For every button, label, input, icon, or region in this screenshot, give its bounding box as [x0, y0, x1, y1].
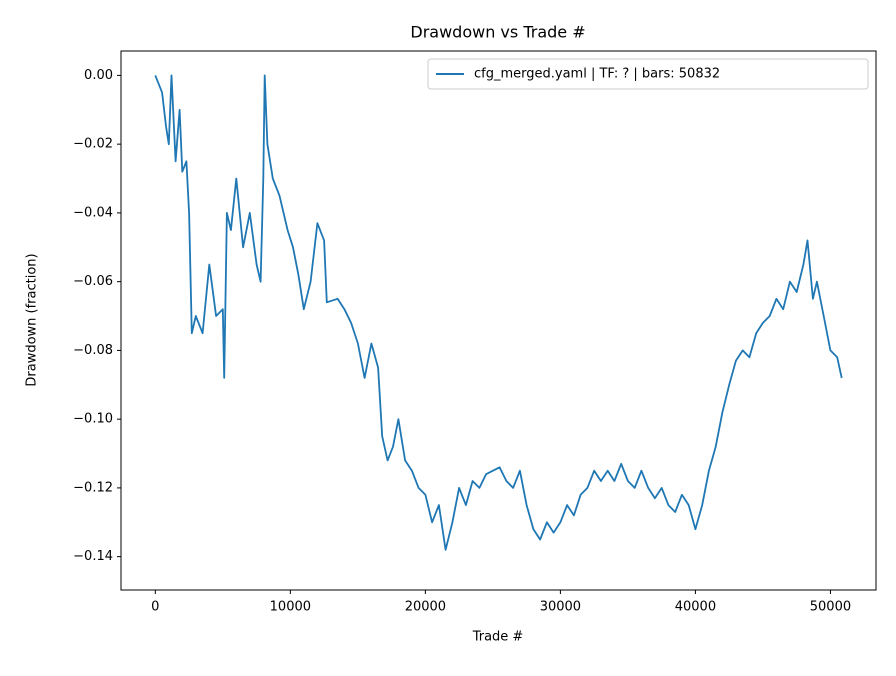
x-tick-label: 10000 [270, 600, 311, 615]
data-line [154, 74, 843, 551]
y-axis-label: Drawdown (fraction) [25, 253, 40, 386]
y-tick-label: −0.02 [73, 137, 113, 152]
legend-box [427, 58, 869, 90]
y-tick-label: −0.06 [73, 274, 113, 289]
x-axis-label: Trade # [472, 630, 524, 645]
legend: cfg_merged.yaml | TF: ? | bars: 50832 [427, 58, 869, 90]
plot-frame [120, 50, 877, 591]
y-tick-label: −0.10 [73, 412, 113, 427]
y-tick-label: −0.14 [73, 549, 113, 564]
x-tick-label: 20000 [405, 600, 446, 615]
x-tick-label: 50000 [810, 600, 851, 615]
y-tick-label: −0.08 [73, 343, 113, 358]
x-tick-label: 30000 [540, 600, 581, 615]
x-tick-label: 40000 [675, 600, 716, 615]
y-tick-label: −0.04 [73, 205, 113, 220]
y-tick-label: 0.00 [84, 68, 113, 83]
legend-label: cfg_merged.yaml | TF: ? | bars: 50832 [474, 67, 720, 82]
x-tick-label: 0 [151, 600, 159, 615]
chart-title: Drawdown vs Trade # [410, 23, 585, 42]
y-tick-label: −0.12 [73, 480, 113, 495]
